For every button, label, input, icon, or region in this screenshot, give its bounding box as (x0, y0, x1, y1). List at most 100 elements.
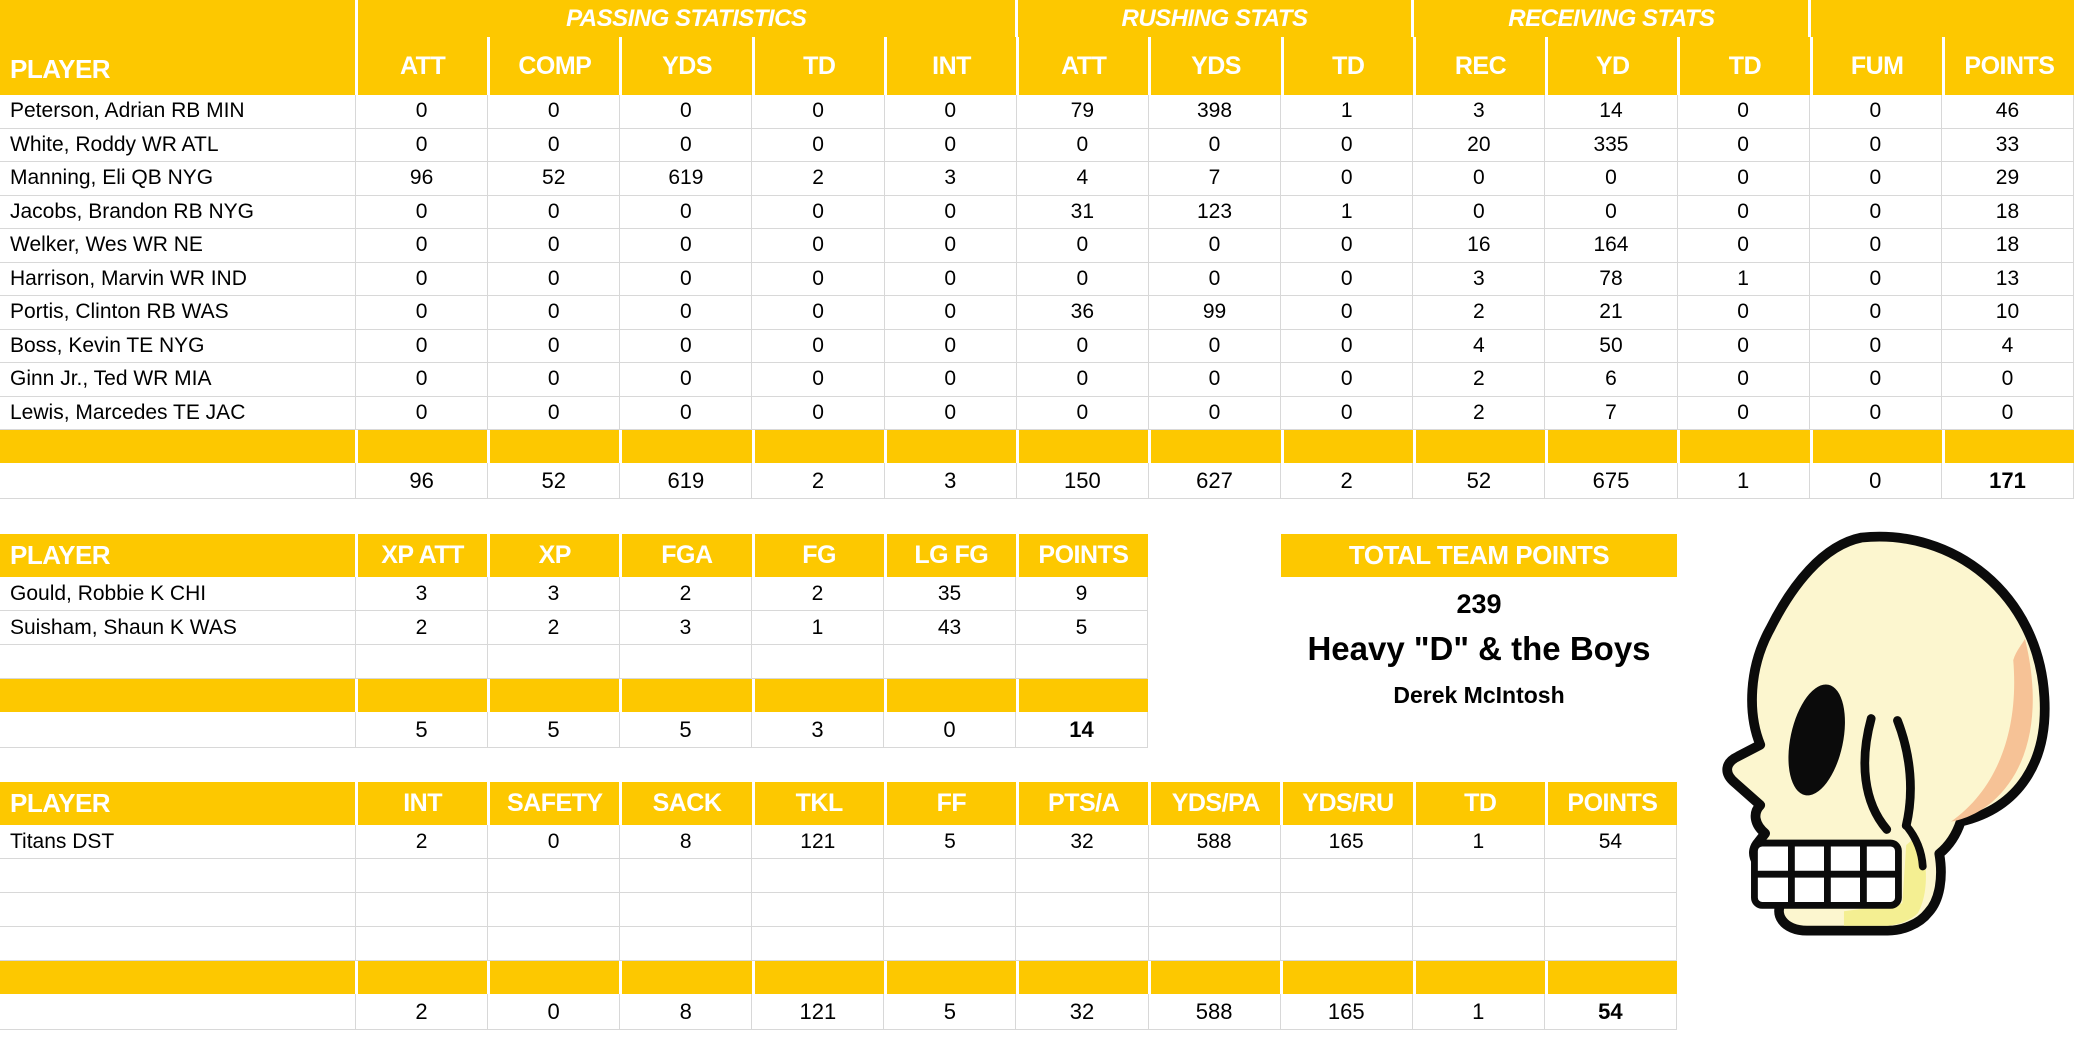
stat-cell[interactable]: 0 (1940, 363, 2074, 397)
column-header-points[interactable]: POINTS (1941, 37, 2074, 95)
stat-cell[interactable] (751, 927, 884, 961)
stat-cell[interactable]: 9 (1015, 577, 1148, 611)
stat-cell[interactable] (619, 859, 752, 893)
stat-cell[interactable] (883, 859, 1016, 893)
stat-cell[interactable]: 0 (1280, 296, 1413, 330)
column-header-pass-yds[interactable]: YDS (619, 37, 752, 95)
stat-cell[interactable]: 5 (883, 994, 1016, 1030)
stat-cell[interactable]: 0 (1676, 229, 1809, 263)
stat-cell[interactable]: 79 (1015, 95, 1148, 129)
stat-cell[interactable]: 0 (1808, 195, 1941, 229)
stat-cell[interactable]: 13 (1940, 262, 2074, 296)
stat-cell[interactable]: 0 (1940, 396, 2074, 430)
column-header-sack[interactable]: SACK (619, 782, 752, 825)
stat-cell[interactable]: 0 (355, 396, 488, 430)
stat-cell[interactable]: 0 (619, 363, 752, 397)
stat-cell[interactable]: 0 (487, 128, 620, 162)
stat-cell[interactable]: 0 (1808, 229, 1941, 263)
stat-cell[interactable]: 0 (1676, 363, 1809, 397)
stat-cell[interactable]: 2 (1280, 463, 1413, 499)
stat-cell[interactable] (1411, 893, 1544, 927)
stat-cell[interactable]: 2 (751, 162, 884, 196)
stat-cell[interactable]: 0 (1412, 195, 1545, 229)
stat-cell[interactable]: 20 (1412, 128, 1545, 162)
player-column-header[interactable]: PLAYER (0, 534, 355, 577)
column-header-tkl[interactable]: TKL (751, 782, 884, 825)
stat-cell[interactable]: 2 (619, 577, 751, 611)
stat-cell[interactable]: 0 (355, 363, 488, 397)
stat-cell[interactable]: 3 (487, 577, 619, 611)
column-header-safety[interactable]: SAFETY (487, 782, 620, 825)
stat-cell[interactable]: 0 (355, 195, 488, 229)
stat-cell[interactable]: 5 (1015, 611, 1148, 645)
stat-cell[interactable]: 0 (1676, 95, 1809, 129)
player-name-cell[interactable]: Lewis, Marcedes TE JAC (0, 397, 355, 430)
stat-cell[interactable]: 0 (1808, 95, 1941, 129)
stat-cell[interactable]: 18 (1940, 195, 2074, 229)
stat-cell[interactable]: 1 (1280, 95, 1413, 129)
stat-cell[interactable]: 4 (1015, 162, 1148, 196)
stat-cell[interactable] (883, 893, 1016, 927)
stat-cell[interactable]: 0 (751, 329, 884, 363)
stat-cell[interactable]: 0 (883, 95, 1016, 129)
stat-cell[interactable]: 31 (1015, 195, 1148, 229)
player-name-cell[interactable]: Jacobs, Brandon RB NYG (0, 196, 355, 229)
stat-cell[interactable]: 0 (355, 262, 488, 296)
stat-cell[interactable]: 0 (487, 195, 620, 229)
stat-cell[interactable]: 0 (487, 95, 620, 129)
stat-cell[interactable]: 335 (1544, 128, 1677, 162)
stat-cell[interactable]: 0 (1147, 363, 1281, 397)
stat-cell[interactable]: 0 (1808, 463, 1941, 499)
column-header-rush-yds[interactable]: YDS (1148, 37, 1281, 95)
stat-cell[interactable]: 0 (1808, 363, 1941, 397)
stat-cell[interactable]: 0 (487, 396, 620, 430)
stat-cell[interactable]: 0 (1280, 128, 1413, 162)
player-column-header[interactable]: PLAYER (0, 782, 355, 825)
stat-cell[interactable]: 0 (487, 329, 620, 363)
column-header-rec-yd[interactable]: YD (1545, 37, 1678, 95)
stat-cell[interactable]: 0 (619, 128, 752, 162)
stat-cell[interactable]: 0 (1544, 195, 1677, 229)
stat-cell[interactable]: 0 (1808, 128, 1941, 162)
stat-cell[interactable]: 121 (751, 994, 884, 1030)
stat-cell[interactable] (619, 645, 751, 679)
stat-cell[interactable]: 14 (1015, 712, 1148, 748)
column-header-pass-comp[interactable]: COMP (487, 37, 620, 95)
stat-cell[interactable]: 0 (751, 95, 884, 129)
stat-cell[interactable]: 96 (355, 162, 488, 196)
stat-cell[interactable]: 3 (883, 463, 1016, 499)
player-name-cell[interactable]: White, Roddy WR ATL (0, 129, 355, 162)
stat-cell[interactable]: 35 (883, 577, 1015, 611)
player-column-header[interactable]: PLAYER (0, 0, 355, 95)
column-header-rush-td[interactable]: TD (1280, 37, 1413, 95)
stat-cell[interactable]: 3 (1412, 262, 1545, 296)
stat-cell[interactable]: 0 (1676, 329, 1809, 363)
stat-cell[interactable]: 0 (1676, 296, 1809, 330)
stat-cell[interactable]: 3 (1412, 95, 1545, 129)
stat-cell[interactable]: 21 (1544, 296, 1677, 330)
stat-cell[interactable]: 0 (1280, 162, 1413, 196)
stat-cell[interactable]: 171 (1940, 463, 2074, 499)
stat-cell[interactable] (751, 893, 884, 927)
stat-cell[interactable] (1147, 927, 1280, 961)
stat-cell[interactable]: 0 (1412, 162, 1545, 196)
stat-cell[interactable]: 0 (1015, 363, 1148, 397)
player-name-cell[interactable]: Peterson, Adrian RB MIN (0, 95, 355, 129)
stat-cell[interactable]: 18 (1940, 229, 2074, 263)
stat-cell[interactable]: 0 (883, 396, 1016, 430)
stat-cell[interactable]: 99 (1147, 296, 1281, 330)
stat-cell[interactable]: 3 (355, 577, 487, 611)
stat-cell[interactable]: 1 (1280, 195, 1413, 229)
column-header-pass-td[interactable]: TD (751, 37, 884, 95)
stat-cell[interactable]: 0 (883, 229, 1016, 263)
column-header-pts-a[interactable]: PTS/A (1016, 782, 1149, 825)
player-name-cell[interactable]: Welker, Wes WR NE (0, 229, 355, 263)
stat-cell[interactable]: 0 (1280, 262, 1413, 296)
stat-cell[interactable]: 2 (355, 825, 488, 859)
stat-cell[interactable]: 32 (1015, 825, 1148, 859)
player-name-cell[interactable]: Portis, Clinton RB WAS (0, 296, 355, 330)
stat-cell[interactable]: 0 (751, 296, 884, 330)
player-name-cell[interactable] (0, 893, 355, 927)
stat-cell[interactable]: 54 (1543, 994, 1677, 1030)
stat-cell[interactable]: 0 (883, 128, 1016, 162)
